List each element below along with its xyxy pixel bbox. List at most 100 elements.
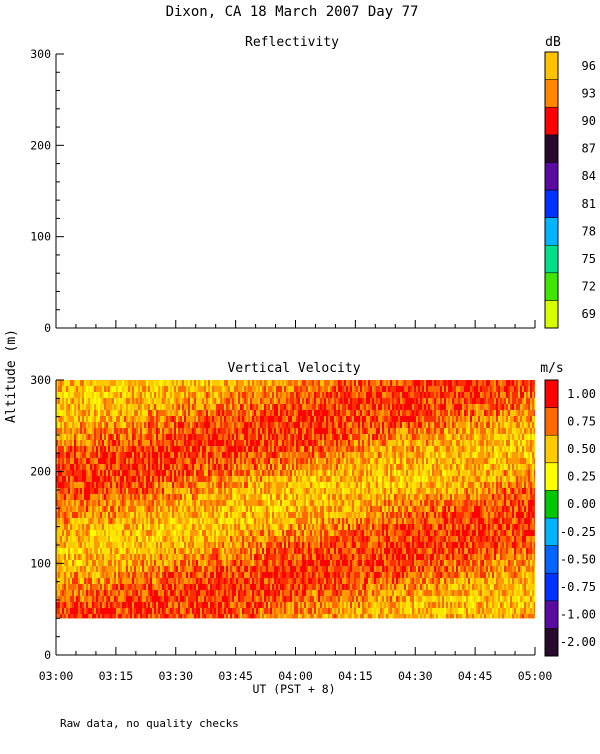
- velocity-cell: [134, 578, 136, 584]
- velocity-cell: [74, 464, 76, 470]
- velocity-cell: [216, 560, 218, 568]
- velocity-cell: [166, 536, 168, 543]
- reflectivity-panel-title: Reflectivity: [245, 35, 339, 50]
- velocity-cell: [276, 578, 278, 587]
- velocity-cell: [108, 476, 110, 487]
- velocity-cell: [80, 440, 82, 448]
- velocity-cell: [82, 602, 84, 612]
- velocity-cell: [244, 386, 246, 397]
- velocity-cell: [280, 572, 282, 581]
- velocity-cell: [140, 500, 142, 508]
- velocity-cell: [108, 410, 110, 420]
- velocity-cell: [170, 440, 172, 448]
- velocity-cell: [296, 602, 298, 611]
- velocity-cell: [108, 512, 110, 518]
- velocity-cell: [208, 398, 210, 406]
- velocity-cell: [294, 428, 296, 438]
- velocity-cell: [300, 602, 302, 610]
- velocity-cell: [176, 476, 178, 484]
- velocity-cell: [252, 608, 254, 619]
- velocity-cell: [170, 410, 172, 416]
- velocity-cell: [190, 422, 192, 428]
- velocity-cell: [78, 464, 80, 472]
- velocity-cell: [110, 422, 112, 431]
- velocity-cell: [278, 476, 280, 485]
- velocity-cell: [286, 386, 288, 397]
- velocity-cell: [124, 578, 126, 585]
- velocity-cell: [122, 602, 124, 610]
- velocity-cell: [204, 434, 206, 441]
- velocity-cell: [292, 494, 294, 502]
- velocity-cell: [282, 386, 284, 397]
- velocity-cell: [264, 614, 266, 619]
- velocity-cell: [74, 410, 76, 421]
- velocity-cell: [270, 506, 272, 517]
- velocity-cell: [98, 614, 100, 619]
- velocity-cell: [68, 614, 70, 619]
- velocity-cell: [272, 584, 274, 594]
- velocity-cell: [102, 476, 104, 482]
- velocity-cell: [66, 536, 68, 542]
- velocity-cell: [272, 398, 274, 405]
- velocity-cell: [170, 572, 172, 580]
- velocity-cell: [212, 506, 214, 512]
- velocity-cell: [194, 572, 196, 581]
- velocity-cell: [248, 482, 250, 488]
- velocity-cell: [182, 602, 184, 609]
- velocity-cell: [110, 614, 112, 619]
- velocity-cell: [138, 398, 140, 408]
- velocity-cell: [260, 554, 262, 563]
- velocity-cell: [82, 458, 84, 464]
- velocity-cell: [182, 518, 184, 524]
- velocity-cell: [192, 548, 194, 554]
- velocity-cell: [140, 410, 142, 421]
- velocity-cell: [158, 494, 160, 503]
- velocity-cell: [98, 608, 100, 617]
- velocity-cell: [134, 524, 136, 533]
- velocity-cell: [138, 494, 140, 505]
- velocity-cell: [142, 488, 144, 499]
- velocity-cell: [222, 428, 224, 435]
- velocity-cell: [138, 506, 140, 514]
- velocity-cell: [194, 512, 196, 519]
- velocity-cell: [294, 566, 296, 572]
- velocity-cell: [116, 494, 118, 503]
- velocity-cell: [204, 422, 206, 429]
- velocity-cell: [138, 386, 140, 396]
- velocity-cell: [110, 380, 112, 388]
- velocity-cell: [88, 614, 90, 619]
- velocity-cell: [278, 590, 280, 600]
- velocity-cell: [64, 500, 66, 511]
- velocity-cell: [176, 458, 178, 469]
- velocity-cell: [76, 446, 78, 457]
- velocity-cell: [304, 506, 306, 516]
- velocity-cell: [226, 608, 228, 616]
- velocity-cell: [200, 488, 202, 499]
- velocity-cell: [220, 566, 222, 574]
- velocity-cell: [142, 566, 144, 572]
- velocity-cell: [228, 584, 230, 591]
- velocity-cell: [64, 512, 66, 520]
- velocity-cell: [88, 494, 90, 504]
- velocity-cell: [224, 440, 226, 450]
- velocity-cell: [160, 584, 162, 591]
- velocity-cell: [130, 578, 132, 588]
- velocity-cell: [262, 452, 264, 460]
- velocity-cell: [172, 590, 174, 601]
- velocity-cell: [70, 554, 72, 561]
- velocity-cell: [68, 404, 70, 413]
- velocity-cell: [106, 410, 108, 421]
- velocity-cell: [244, 488, 246, 499]
- velocity-cell: [166, 494, 168, 505]
- velocity-cell: [130, 398, 132, 404]
- velocity-cell: [204, 554, 206, 561]
- velocity-cell: [242, 464, 244, 475]
- velocity-cell: [278, 416, 280, 425]
- velocity-cell: [238, 386, 240, 396]
- velocity-cell: [198, 422, 200, 431]
- velocity-cell: [58, 566, 60, 575]
- velocity-cell: [286, 614, 288, 619]
- velocity-cell: [172, 500, 174, 506]
- velocity-cell: [130, 482, 132, 491]
- velocity-cell: [134, 584, 136, 591]
